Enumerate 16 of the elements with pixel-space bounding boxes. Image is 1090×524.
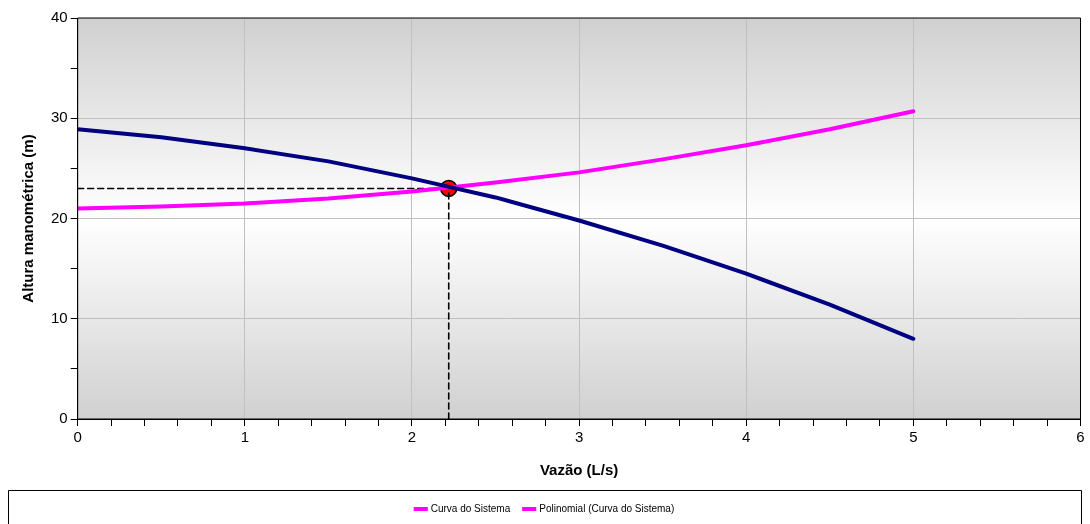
x-axis-title: Vazão (L/s) <box>539 461 619 479</box>
y-tick-label: 20 <box>51 208 68 226</box>
x-tick-label: 5 <box>909 428 918 446</box>
y-tick-label: 0 <box>59 409 68 427</box>
x-tick-label: 1 <box>240 428 249 446</box>
legend-label: Polinomial (Curva do Sistema) <box>539 502 675 514</box>
x-tick-label: 4 <box>742 428 751 446</box>
y-tick-label: 30 <box>51 108 68 126</box>
legend-label: Curva do Sistema <box>430 502 511 514</box>
y-tick-label: 10 <box>51 308 68 326</box>
x-tick-label: 0 <box>73 428 82 446</box>
x-tick-label: 3 <box>574 428 584 446</box>
y-axis-title: Altura manométrica (m) <box>19 134 37 303</box>
x-tick-label: 6 <box>1076 428 1085 446</box>
x-tick-label: 2 <box>407 428 417 446</box>
y-tick-label: 40 <box>51 8 68 26</box>
